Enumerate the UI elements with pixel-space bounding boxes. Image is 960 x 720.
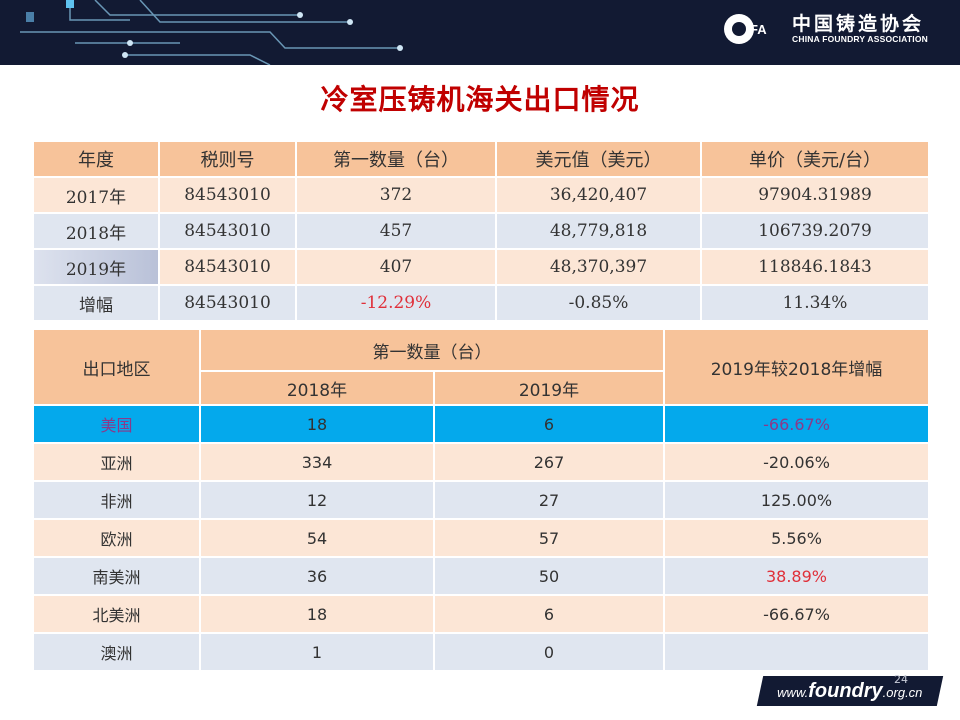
cell: 2019年 bbox=[32, 248, 160, 286]
cell: 6 bbox=[433, 404, 665, 444]
circuit-decoration bbox=[20, 0, 403, 65]
cell: -20.06% bbox=[663, 442, 930, 482]
table-row: 南美洲 36 50 38.89% bbox=[32, 556, 930, 596]
cell: 36 bbox=[199, 556, 435, 596]
brand-text: foundry bbox=[808, 680, 883, 702]
export-summary-table: 年度 税则号 第一数量（台） 美元值（美元） 单价（美元/台） 2017年 845… bbox=[32, 140, 930, 322]
header-year: 年度 bbox=[32, 140, 160, 178]
cell: 2018年 bbox=[32, 212, 160, 250]
cell: 50 bbox=[433, 556, 665, 596]
header-2018: 2018年 bbox=[199, 370, 435, 406]
table-row: 北美洲 18 6 -66.67% bbox=[32, 594, 930, 634]
table-header-row: 2018年 2019年 bbox=[33, 370, 929, 406]
cell: 84543010 bbox=[158, 248, 297, 286]
cell: 97904.31989 bbox=[700, 176, 930, 214]
table-row-selected[interactable]: 美国 18 6 -66.67% bbox=[32, 404, 930, 444]
page-title: 冷室压铸机海关出口情况 bbox=[320, 83, 640, 116]
cell: 美国 bbox=[32, 404, 201, 444]
table-row: 欧洲 54 57 5.56% bbox=[32, 518, 930, 558]
cell: 106739.2079 bbox=[700, 212, 930, 250]
website-banner: www.foundry.org.cn bbox=[756, 676, 944, 706]
table-row: 澳洲 1 0 bbox=[32, 632, 930, 672]
header-tariff: 税则号 bbox=[158, 140, 297, 178]
cell: 457 bbox=[295, 212, 497, 250]
cfa-logo-mark: FA bbox=[724, 14, 786, 44]
cell: 27 bbox=[433, 480, 665, 520]
cell: 372 bbox=[295, 176, 497, 214]
page-number: 24 bbox=[894, 673, 908, 686]
cfa-logo: FA 中国铸造协会 CHINA FOUNDRY ASSOCIATION bbox=[724, 14, 928, 44]
table-header-row: 出口地区 第一数量（台） 2019年较2018年增幅 bbox=[32, 328, 930, 406]
table-row: 2017年 84543010 372 36,420,407 97904.31989 bbox=[32, 176, 930, 214]
header-usd-value: 美元值（美元） bbox=[495, 140, 702, 178]
cell: 亚洲 bbox=[32, 442, 201, 482]
cell: 18 bbox=[199, 404, 435, 444]
cell: 2017年 bbox=[32, 176, 160, 214]
logo-cn-text: 中国铸造协会 bbox=[792, 13, 925, 35]
header-quantity: 第一数量（台） bbox=[199, 328, 665, 372]
header-region: 出口地区 bbox=[32, 328, 201, 406]
cell: 84543010 bbox=[158, 176, 297, 214]
cell: 北美洲 bbox=[32, 594, 201, 634]
cell: 407 bbox=[295, 248, 497, 286]
cell: 6 bbox=[433, 594, 665, 634]
cell: 84543010 bbox=[158, 284, 297, 322]
table-row: 增幅 84543010 -12.29% -0.85% 11.34% bbox=[32, 284, 930, 322]
cell: 36,420,407 bbox=[495, 176, 702, 214]
header-quantity: 第一数量（台） bbox=[295, 140, 497, 178]
cell: -66.67% bbox=[663, 594, 930, 634]
header-2019: 2019年 bbox=[433, 370, 665, 406]
table-row: 2019年 84543010 407 48,370,397 118846.1843 bbox=[32, 248, 930, 286]
cell: 增幅 bbox=[32, 284, 160, 322]
cell: 125.00% bbox=[663, 480, 930, 520]
table-header-row: 年度 税则号 第一数量（台） 美元值（美元） 单价（美元/台） bbox=[32, 140, 930, 178]
cell: 334 bbox=[199, 442, 435, 482]
cell: 38.89% bbox=[663, 556, 930, 596]
cell: 南美洲 bbox=[32, 556, 201, 596]
cell: 欧洲 bbox=[32, 518, 201, 558]
table-row: 非洲 12 27 125.00% bbox=[32, 480, 930, 520]
cell: 澳洲 bbox=[32, 632, 201, 672]
cell: 57 bbox=[433, 518, 665, 558]
cell: 54 bbox=[199, 518, 435, 558]
cell: 11.34% bbox=[700, 284, 930, 322]
cell: -12.29% bbox=[295, 284, 497, 322]
cell: 0 bbox=[433, 632, 665, 672]
cell: 48,370,397 bbox=[495, 248, 702, 286]
logo-en-text: CHINA FOUNDRY ASSOCIATION bbox=[792, 34, 928, 44]
cell: -0.85% bbox=[495, 284, 702, 322]
cell: 118846.1843 bbox=[700, 248, 930, 286]
cell: 12 bbox=[199, 480, 435, 520]
cell: 5.56% bbox=[663, 518, 930, 558]
table-row: 亚洲 334 267 -20.06% bbox=[32, 442, 930, 482]
cell bbox=[663, 632, 930, 672]
cell: 1 bbox=[199, 632, 435, 672]
header-banner: FA 中国铸造协会 CHINA FOUNDRY ASSOCIATION bbox=[0, 0, 960, 65]
table-row: 2018年 84543010 457 48,779,818 106739.2079 bbox=[32, 212, 930, 250]
cell: 非洲 bbox=[32, 480, 201, 520]
cell: 267 bbox=[433, 442, 665, 482]
cell: 84543010 bbox=[158, 212, 297, 250]
cell: -66.67% bbox=[663, 404, 930, 444]
header-unit-price: 单价（美元/台） bbox=[700, 140, 930, 178]
cell: 18 bbox=[199, 594, 435, 634]
export-region-table: 出口地区 第一数量（台） 2019年较2018年增幅 2018年 2019年 美… bbox=[32, 328, 930, 672]
cell: 48,779,818 bbox=[495, 212, 702, 250]
header-growth: 2019年较2018年增幅 bbox=[663, 328, 930, 406]
